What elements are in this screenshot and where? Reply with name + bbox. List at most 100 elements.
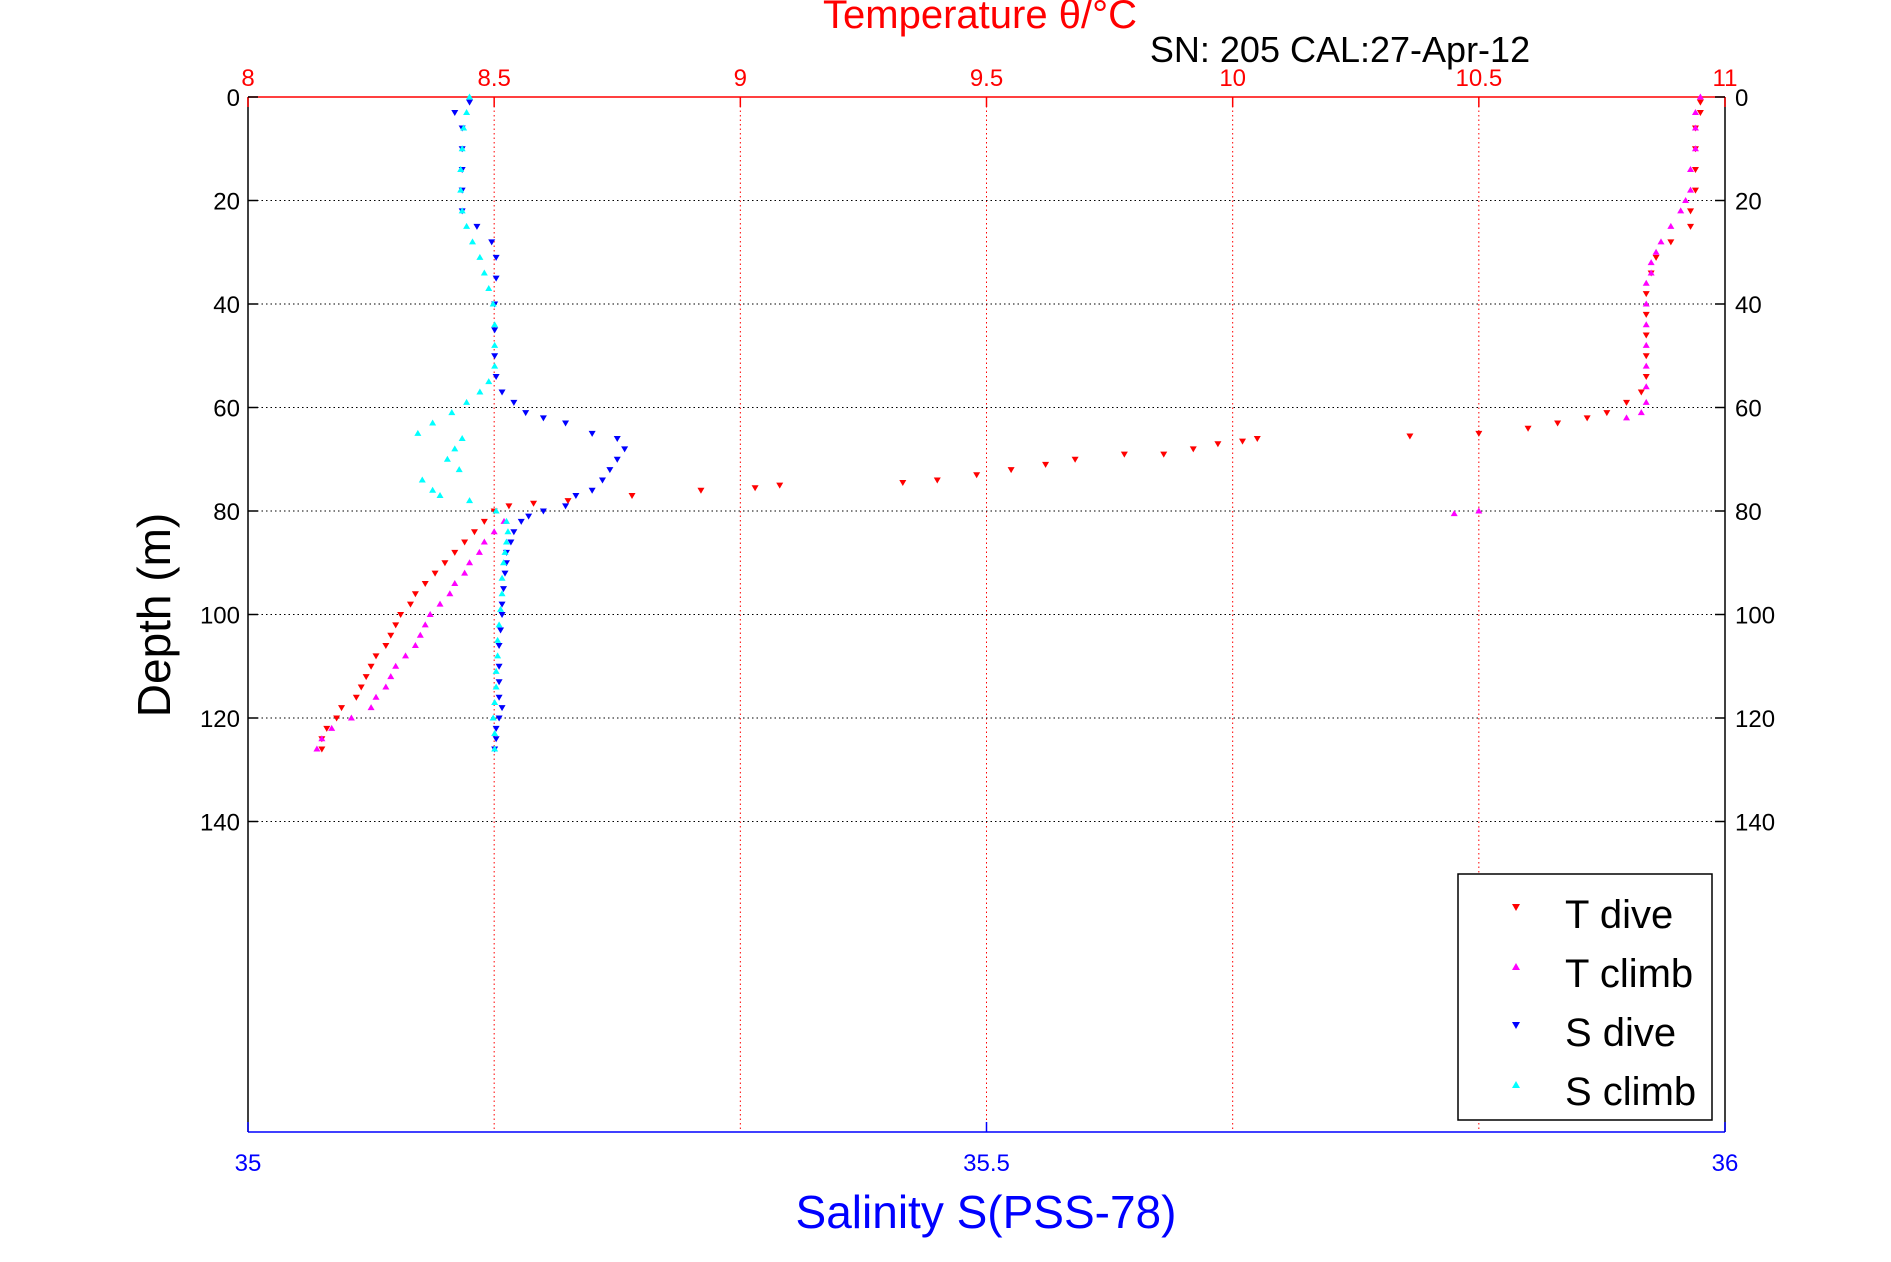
data-point-t-dive [333,715,341,722]
data-point-s-climb [491,321,499,328]
data-point-t-climb [466,559,474,566]
right-tick-label: 60 [1735,396,1762,423]
data-point-t-climb [382,683,390,690]
data-point-s-dive [517,518,525,525]
data-point-t-dive [899,480,907,487]
data-point-s-climb [458,435,466,442]
legend-marker-t-dive [1512,904,1520,911]
data-point-s-climb [497,605,505,612]
data-point-t-climb [367,704,375,711]
data-point-s-climb [491,730,499,737]
data-point-s-climb [489,300,497,307]
data-point-s-dive [588,430,596,437]
chart-subtitle: SN: 205 CAL:27-Apr-12 [1150,29,1530,70]
data-point-s-climb [504,528,512,535]
data-point-t-dive [431,570,439,577]
left-tick-label: 20 [213,189,240,216]
data-point-t-climb [480,538,488,545]
legend-item: T climb [1512,952,1693,996]
data-point-t-dive [1007,467,1015,474]
data-point-s-dive [495,643,503,650]
right-tick-label: 80 [1735,499,1762,526]
data-point-s-climb [500,559,508,566]
data-point-t-climb [416,631,424,638]
data-point-t-dive [421,580,429,587]
data-point-t-dive [1120,451,1128,458]
data-point-s-dive [492,373,500,380]
data-point-s-dive [492,725,500,732]
data-point-t-climb [475,548,483,555]
data-point-t-climb [1687,165,1695,172]
data-point-t-dive [1524,425,1532,432]
data-point-s-dive [598,477,606,484]
data-point-t-dive [1475,430,1483,437]
data-point-s-climb [502,538,510,545]
data-point-t-dive [530,500,538,507]
data-point-t-dive [1214,441,1222,448]
legend-item: S dive [1512,1011,1676,1055]
left-tick-label: 80 [213,499,240,526]
legend-label: T climb [1565,952,1693,996]
data-point-s-dive [562,503,570,510]
data-point-t-dive [1691,166,1699,173]
data-point-t-climb [1642,362,1650,369]
data-point-s-dive [510,529,518,536]
data-point-s-dive [613,456,621,463]
data-point-t-climb [1647,259,1655,266]
data-point-t-dive [628,492,636,499]
data-point-s-dive [491,327,499,334]
data-point-s-climb [476,253,484,260]
data-point-t-climb [392,662,400,669]
data-point-s-climb [491,745,499,752]
left-tick-label: 40 [213,292,240,319]
chart-title: Temperature θ/°C [823,0,1137,37]
data-point-t-climb [1642,398,1650,405]
data-point-s-climb [489,714,497,721]
data-point-s-climb [443,455,451,462]
data-point-t-climb [436,600,444,607]
data-point-s-dive [495,715,503,722]
data-point-t-climb [402,652,410,659]
series-s-dive [451,99,629,753]
right-tick-label: 120 [1735,706,1775,733]
data-point-s-climb [466,497,474,504]
bottom-tick-label: 36 [1712,1150,1739,1177]
data-point-t-climb [1642,321,1650,328]
data-point-t-dive [1696,99,1704,106]
data-point-s-climb [485,284,493,291]
data-point-s-climb [457,186,465,193]
data-point-s-climb [448,409,456,416]
right-tick-label: 0 [1735,85,1748,112]
data-point-t-dive [776,482,784,489]
data-point-s-dive [613,436,621,443]
series-s-climb [414,93,512,752]
data-point-t-climb [372,693,380,700]
data-point-t-climb [1691,109,1699,116]
data-point-t-dive [1642,332,1650,339]
data-point-s-climb [498,590,506,597]
axes [247,96,1726,1133]
data-point-t-dive [1642,311,1650,318]
data-point-s-dive [621,446,629,453]
data-point-s-climb [491,698,499,705]
data-point-s-dive [498,705,506,712]
data-point-t-climb [313,745,321,752]
data-point-t-dive [392,622,400,629]
data-point-s-climb [451,445,459,452]
data-point-t-dive [1623,399,1631,406]
y-axis-label: Depth (m) [128,513,180,717]
left-tick-label: 0 [227,85,240,112]
right-tick-label: 40 [1735,292,1762,319]
legend: T dive T climb S dive S climb [1457,873,1713,1121]
data-point-t-dive [470,529,478,536]
data-point-s-dive [522,410,530,417]
data-point-t-climb [318,735,326,742]
data-point-s-climb [476,388,484,395]
data-point-t-climb [1642,279,1650,286]
data-point-s-dive [606,467,614,474]
data-point-t-climb [1642,383,1650,390]
legend-label: T dive [1565,893,1673,937]
data-point-s-climb [463,398,471,405]
data-point-s-dive [492,736,500,743]
data-point-s-dive [492,254,500,261]
